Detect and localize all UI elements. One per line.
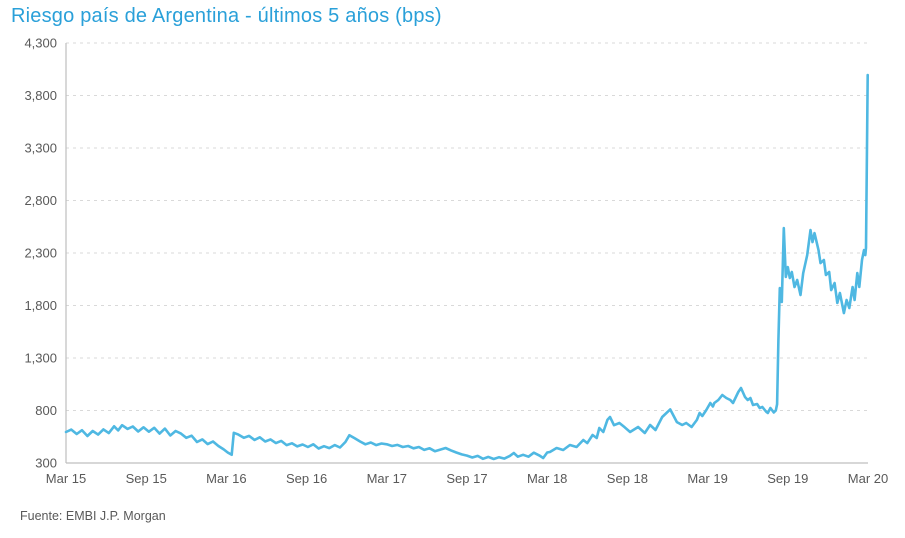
y-tick-label: 4,300 <box>24 36 57 51</box>
x-tick-label: Sep 16 <box>286 471 327 486</box>
embi-series-line <box>64 73 870 461</box>
y-tick-label: 3,800 <box>24 88 57 103</box>
chart-title: Riesgo país de Argentina - últimos 5 año… <box>11 5 442 27</box>
x-tick-label: Mar 17 <box>367 471 407 486</box>
x-tick-label: Mar 15 <box>46 471 86 486</box>
y-tick-label: 3,300 <box>24 141 57 156</box>
x-tick-label: Sep 19 <box>767 471 808 486</box>
x-tick-label: Mar 19 <box>687 471 727 486</box>
x-tick-label: Sep 18 <box>607 471 648 486</box>
y-tick-label: 300 <box>35 456 57 471</box>
x-tick-label: Mar 16 <box>206 471 246 486</box>
y-tick-label: 1,800 <box>24 298 57 313</box>
y-tick-label: 1,300 <box>24 351 57 366</box>
y-tick-label: 2,800 <box>24 193 57 208</box>
x-tick-label: Sep 17 <box>446 471 487 486</box>
source-note: Fuente: EMBI J.P. Morgan <box>20 509 166 523</box>
x-tick-label: Mar 18 <box>527 471 567 486</box>
x-tick-label: Mar 20 <box>848 471 888 486</box>
x-tick-label: Sep 15 <box>126 471 167 486</box>
y-tick-label: 2,300 <box>24 246 57 261</box>
y-tick-label: 800 <box>35 403 57 418</box>
